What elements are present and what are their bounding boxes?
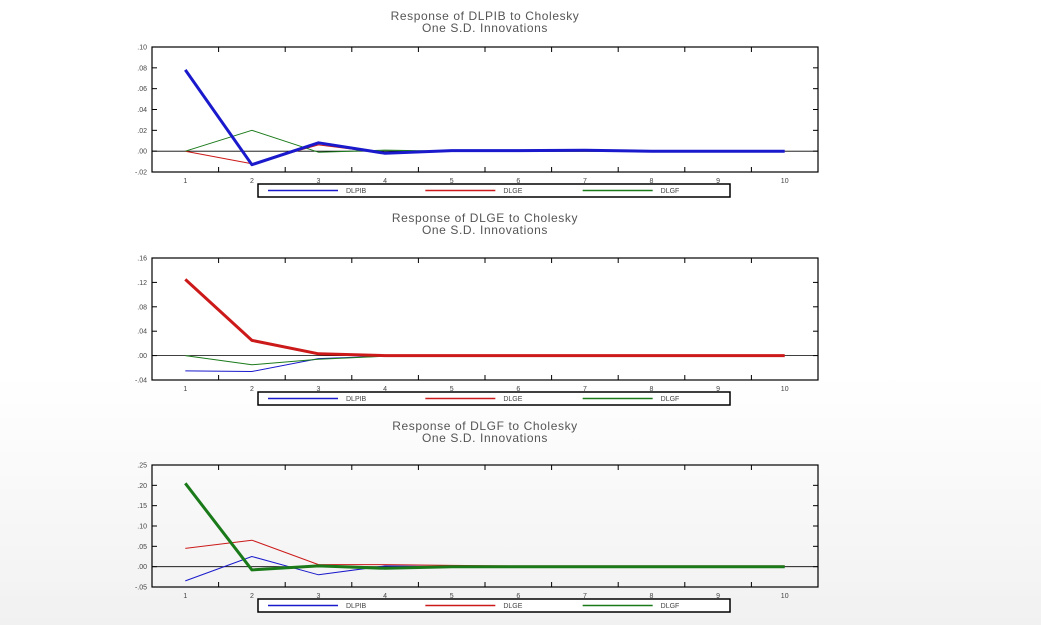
- legend-label: DLPIB: [346, 603, 367, 610]
- x-axis: 1 2 3 4 5 6 7 8 9 10: [151, 465, 819, 600]
- x-axis: 1 2 3 4 5 6 7 8 9 10: [151, 258, 819, 393]
- x-tick-label: 10: [781, 178, 789, 185]
- chart-subtitle: One S.D. Innovations: [422, 223, 548, 237]
- x-tick-label: 7: [583, 593, 587, 600]
- y-tick-label: .04: [137, 329, 147, 336]
- y-axis: -.04 .00 .04 .08 .12 .16: [135, 256, 818, 385]
- x-axis: 1 2 3 4 5 6 7 8 9 10: [151, 47, 819, 185]
- y-tick-label: .10: [137, 45, 147, 52]
- y-tick-label: .06: [137, 86, 147, 93]
- x-tick-label: 2: [250, 386, 254, 393]
- x-tick-label: 8: [650, 593, 654, 600]
- series-line-dlge: [185, 144, 785, 165]
- y-tick-label: .00: [137, 149, 147, 156]
- y-tick-label: .25: [137, 463, 147, 470]
- series-line-dlpib: [184, 69, 785, 167]
- legend-label: DLGF: [661, 603, 680, 610]
- legend: DLPIB DLGE DLGF: [257, 391, 731, 406]
- y-axis: -.05 .00 .05 .10 .15 .20 .25: [135, 463, 818, 592]
- y-tick-label: .02: [137, 128, 147, 135]
- x-tick-label: 4: [383, 386, 387, 393]
- plot-frame: [151, 46, 819, 173]
- x-tick-label: 10: [781, 593, 789, 600]
- y-tick-label: .12: [137, 280, 147, 287]
- legend-label: DLGF: [661, 188, 680, 195]
- x-tick-label: 6: [516, 386, 520, 393]
- x-tick-label: 7: [583, 386, 587, 393]
- legend-label: DLGE: [503, 603, 522, 610]
- y-tick-label: -.02: [135, 170, 147, 177]
- legend-label: DLGF: [661, 396, 680, 403]
- y-tick-label: .15: [137, 503, 147, 510]
- x-tick-label: 4: [383, 593, 387, 600]
- legend-label: DLGE: [503, 396, 522, 403]
- y-tick-label: .08: [137, 65, 147, 72]
- x-tick-label: 5: [450, 178, 454, 185]
- x-tick-label: 6: [516, 593, 520, 600]
- y-tick-label: .08: [137, 304, 147, 311]
- chart-subtitle: One S.D. Innovations: [422, 21, 548, 35]
- x-tick-label: 3: [317, 386, 321, 393]
- chart-title: Response of DLGF to Cholesky: [392, 419, 578, 433]
- x-tick-label: 2: [250, 178, 254, 185]
- legend-label: DLPIB: [346, 188, 367, 195]
- y-tick-label: .04: [137, 107, 147, 114]
- x-tick-label: 1: [183, 178, 187, 185]
- legend: DLPIB DLGE DLGF: [257, 598, 731, 613]
- series-line-dlge: [184, 278, 785, 358]
- legend-label: DLGE: [503, 188, 522, 195]
- y-tick-label: .10: [137, 524, 147, 531]
- series-line-dlgf: [184, 482, 785, 572]
- x-tick-label: 4: [383, 178, 387, 185]
- y-tick-label: .20: [137, 483, 147, 490]
- y-tick-label: -.04: [135, 378, 147, 385]
- y-tick-label: .00: [137, 564, 147, 571]
- chart-subtitle: One S.D. Innovations: [422, 431, 548, 445]
- x-tick-label: 9: [716, 386, 720, 393]
- chart-title: Response of DLPIB to Cholesky: [391, 9, 580, 23]
- y-tick-label: .16: [137, 256, 147, 263]
- plot-frame: [151, 257, 819, 381]
- x-tick-label: 5: [450, 386, 454, 393]
- x-tick-label: 8: [650, 178, 654, 185]
- x-tick-label: 2: [250, 593, 254, 600]
- x-tick-label: 3: [317, 593, 321, 600]
- x-tick-label: 3: [317, 178, 321, 185]
- x-tick-label: 1: [183, 593, 187, 600]
- x-tick-label: 5: [450, 593, 454, 600]
- chart-title: Response of DLGE to Cholesky: [392, 211, 578, 225]
- x-tick-label: 9: [716, 593, 720, 600]
- legend: DLPIB DLGE DLGF: [257, 183, 731, 198]
- x-tick-label: 9: [716, 178, 720, 185]
- series-line-dlpib: [185, 355, 785, 372]
- x-tick-label: 8: [650, 386, 654, 393]
- y-tick-label: -.05: [135, 585, 147, 592]
- x-tick-label: 7: [583, 178, 587, 185]
- legend-label: DLPIB: [346, 396, 367, 403]
- x-tick-label: 1: [183, 386, 187, 393]
- series-line-dlgf: [185, 129, 785, 153]
- y-tick-label: .00: [137, 353, 147, 360]
- x-tick-label: 10: [781, 386, 789, 393]
- x-tick-label: 6: [516, 178, 520, 185]
- y-tick-label: .05: [137, 544, 147, 551]
- series-line-dlge: [185, 539, 785, 567]
- y-axis: -.02 .00 .02 .04 .06 .08 .10: [135, 45, 818, 177]
